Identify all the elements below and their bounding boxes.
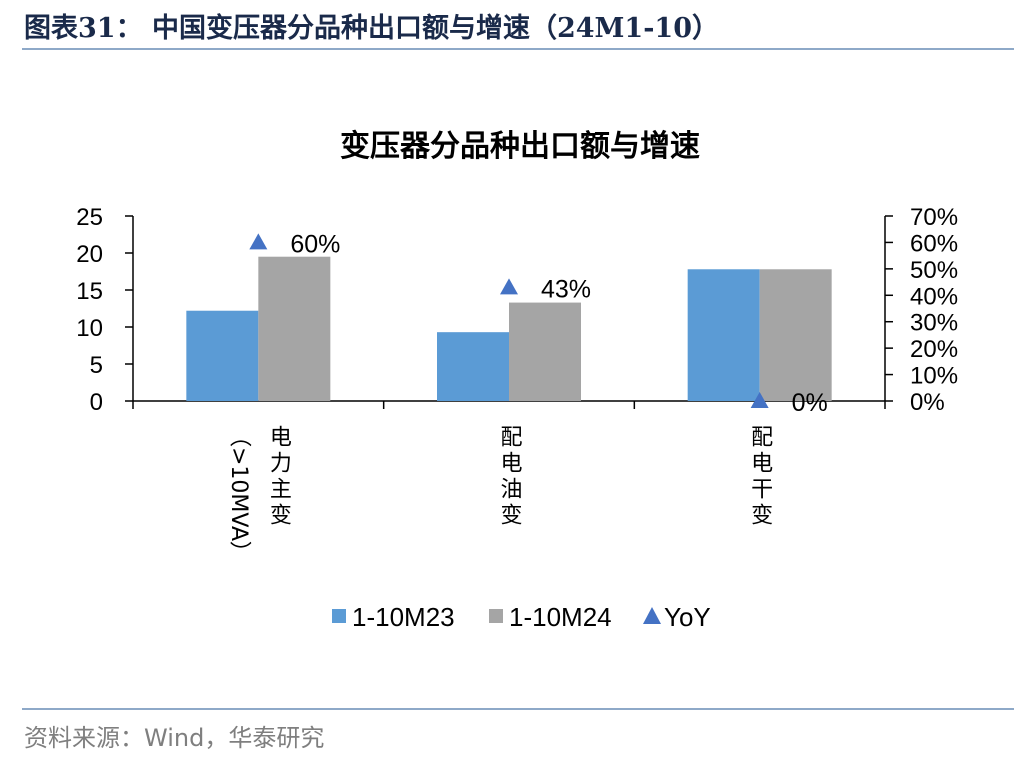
bar-1-10m24	[258, 256, 331, 401]
legend-marker	[643, 607, 661, 624]
left-tick-label: 10	[76, 315, 103, 342]
yoy-marker	[500, 278, 518, 295]
left-tick-label: 25	[76, 204, 103, 231]
source-note: 资料来源：Wind，华泰研究	[24, 724, 325, 752]
category-label: （>10MVA）	[226, 425, 252, 563]
bar-1-10m24	[759, 269, 832, 401]
left-tick-label: 20	[76, 241, 103, 268]
category-labels: 电力主变 （>10MVA） 配电油变 配电干变	[226, 425, 772, 563]
bar-1-10m23	[437, 332, 509, 401]
category-label: 配电干变	[747, 425, 772, 529]
yoy-markers: 60% 43% 0%	[249, 230, 828, 417]
right-tick-label: 20%	[910, 336, 958, 363]
bar-1-10m23	[186, 310, 259, 401]
bar-1-10m23	[687, 269, 760, 401]
legend: 1-10M23 1-10M24 YoY	[332, 602, 711, 632]
category-label: 配电油变	[497, 425, 523, 529]
bars	[186, 256, 832, 401]
right-tick-label: 60%	[910, 230, 958, 257]
category-label: 电力主变	[266, 425, 291, 529]
figure-title: 图表31： 中国变压器分品种出口额与增速（24M1-10）	[24, 13, 719, 44]
chart: 变压器分品种出口额与增速 05101520250%10%20%30%40%50%…	[76, 129, 958, 632]
yoy-data-label: 0%	[792, 389, 828, 417]
footer-divider	[22, 708, 1014, 710]
right-tick-label: 40%	[910, 283, 958, 310]
legend-label: 1-10M24	[509, 602, 612, 632]
legend-label: YoY	[664, 602, 711, 632]
right-tick-label: 10%	[910, 363, 958, 390]
header-divider	[22, 48, 1014, 50]
legend-swatch	[489, 609, 503, 623]
left-tick-label: 0	[90, 389, 103, 416]
chart-title: 变压器分品种出口额与增速	[340, 129, 700, 164]
left-tick-label: 15	[76, 278, 103, 305]
yoy-marker	[249, 233, 268, 250]
yoy-data-label: 43%	[541, 275, 591, 303]
yoy-marker	[750, 392, 769, 408]
bar-1-10m24	[509, 302, 581, 401]
right-tick-label: 70%	[910, 204, 958, 231]
legend-swatch	[332, 609, 346, 623]
legend-label: 1-10M23	[352, 602, 455, 632]
left-tick-label: 5	[90, 352, 103, 379]
right-tick-label: 50%	[910, 257, 958, 284]
right-tick-label: 30%	[910, 310, 958, 337]
yoy-data-label: 60%	[290, 230, 340, 258]
right-tick-label: 0%	[910, 389, 945, 416]
